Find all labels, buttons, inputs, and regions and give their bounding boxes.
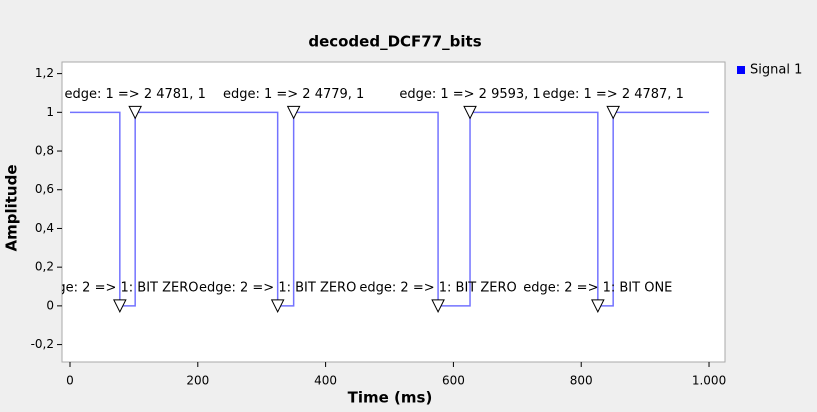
tag-label: edge: 1 => 2 4787, 1 xyxy=(542,87,683,102)
tag-label: edge: 1 => 2 4779, 1 xyxy=(223,87,364,102)
plot-area xyxy=(61,61,726,363)
tag-marker xyxy=(606,105,620,120)
y-axis-label: Amplitude xyxy=(3,164,21,251)
tag-marker xyxy=(431,299,445,313)
legend-label: Signal 1 xyxy=(750,63,802,78)
x-tick-label: 400 xyxy=(314,374,337,388)
y-tick-label: 0,8 xyxy=(35,144,54,158)
tag-marker xyxy=(113,299,127,313)
y-tick-label: 0,6 xyxy=(35,182,54,196)
tag-label: edge: 2 => 1: BIT ZERO xyxy=(199,280,356,295)
tag-label: edge: 2 => 1: BIT ONE xyxy=(523,280,672,295)
tag-marker xyxy=(463,105,477,120)
y-tick-label: -0,2 xyxy=(31,337,54,351)
tag-marker xyxy=(591,299,605,313)
tag-marker xyxy=(286,105,301,120)
tag-label: edge: 2 => 1: BIT ZERO xyxy=(41,280,198,295)
x-tick-label: 600 xyxy=(442,374,465,388)
tag-marker xyxy=(128,105,142,120)
y-tick-label: 0,2 xyxy=(35,260,54,274)
tag-marker xyxy=(270,299,285,313)
plot: edge: 1 => 2 4781, 1 edge: 1 => 2 4779, 1… xyxy=(41,87,710,313)
x-tick-label: 800 xyxy=(570,374,593,388)
x-tick-label: 1.000 xyxy=(692,374,726,388)
y-tick-label: 0 xyxy=(46,298,54,312)
y-tick-label: 0,4 xyxy=(35,221,54,235)
x-tick-label: 200 xyxy=(186,374,209,388)
x-axis-label: Time (ms) xyxy=(348,389,433,407)
y-tick-label: 1,2 xyxy=(35,66,54,80)
tag-label: edge: 1 => 2 4781, 1 xyxy=(64,87,205,102)
chart-title: decoded_DCF77_bits xyxy=(308,33,481,51)
tag-label: edge: 2 => 1: BIT ZERO xyxy=(359,280,516,295)
tag-label: edge: 1 => 2 9593, 1 xyxy=(399,87,540,102)
x-tick-label: 0 xyxy=(66,374,74,388)
y-tick-label: 1 xyxy=(46,105,54,119)
legend-swatch xyxy=(737,66,745,74)
